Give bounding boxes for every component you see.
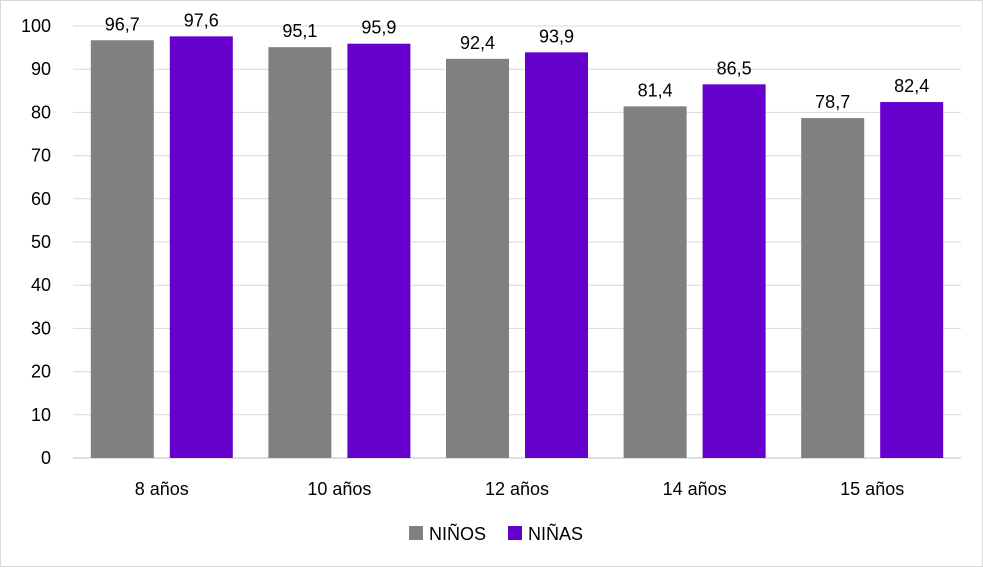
legend: NIÑOS NIÑAS [409,523,583,544]
bar [623,106,687,459]
y-tick-label: 20 [31,362,51,382]
bar [525,52,588,459]
y-tick-label: 50 [31,232,51,252]
x-tick-label: 14 años [663,479,727,499]
x-axis: 8 años 10 años 12 años 14 años 15 años [135,479,904,499]
data-label: 78,7 [815,92,850,112]
y-tick-label: 70 [31,146,51,166]
bar [169,36,233,458]
y-tick-label: 10 [31,405,51,425]
data-labels: 96,7 97,6 95,1 95,9 92,4 93,9 81,4 86,5 78,7 82,4 [105,10,929,112]
x-tick-label: 8 años [135,479,189,499]
y-axis: 0 10 20 30 40 50 60 70 80 90 100 [21,16,51,468]
legend-swatch [409,526,423,540]
bar [880,102,944,459]
bar [801,118,865,459]
x-tick-label: 15 años [840,479,904,499]
data-label: 95,9 [361,18,396,38]
data-label: 97,6 [184,10,219,30]
x-tick-label: 12 años [485,479,549,499]
y-tick-label: 100 [21,16,51,36]
data-label: 82,4 [894,76,929,96]
data-label: 86,5 [717,58,752,78]
bar [268,47,332,458]
data-label: 95,1 [282,21,317,41]
y-tick-label: 30 [31,318,51,338]
bar [702,84,766,458]
legend-label: NIÑAS [528,523,583,544]
x-tick-label: 10 años [307,479,371,499]
legend-label: NIÑOS [429,523,486,544]
y-tick-label: 80 [31,102,51,122]
data-label: 93,9 [539,26,574,46]
data-label: 81,4 [638,80,673,100]
data-label: 92,4 [460,33,495,53]
y-tick-label: 90 [31,59,51,79]
bar [446,58,509,458]
bars [90,36,944,459]
y-tick-label: 60 [31,189,51,209]
legend-swatch [508,526,522,540]
bar [90,40,154,458]
data-label: 96,7 [105,14,140,34]
y-tick-label: 0 [41,448,51,468]
bar [347,43,411,458]
y-tick-label: 40 [31,275,51,295]
